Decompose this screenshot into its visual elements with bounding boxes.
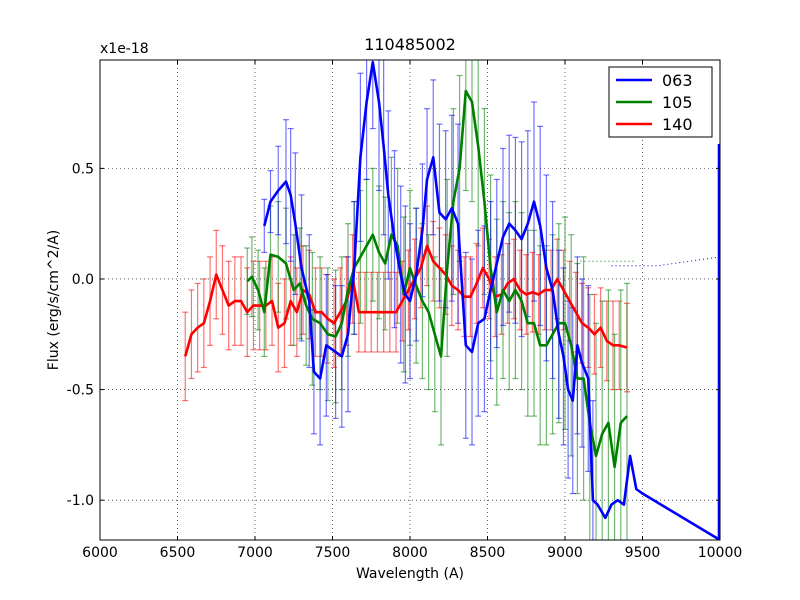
x-tick-label: 10000 [698,545,743,561]
y-tick-label: -0.5 [67,383,94,399]
x-tick-label: 6000 [82,545,118,561]
y-tick-label: 0.5 [72,161,94,177]
legend-label-063: 063 [662,71,693,90]
legend-label-105: 105 [662,93,693,112]
y-offset-label: x1e-18 [100,41,149,57]
data-layer [182,60,720,540]
x-tick-label: 8000 [392,545,428,561]
y-tick-label: 0.0 [72,272,94,288]
legend-label-140: 140 [662,115,693,134]
y-axis-label: Flux (erg/s/cm^2/A) [46,230,62,370]
ticks: 6000 6500 7000 7500 8000 8500 9000 9500 10000 0.5… [67,60,743,561]
x-tick-label: 7500 [315,545,351,561]
series-line-063 [263,60,720,540]
y-tick-label: -1.0 [67,493,94,509]
x-tick-label: 6500 [160,545,196,561]
x-axis-label: Wavelength (A) [356,566,464,582]
x-tick-label: 7000 [237,545,273,561]
x-tick-label: 9000 [547,545,583,561]
series-line-105 [246,89,628,469]
chart-title: 110485002 [364,35,456,54]
x-tick-label: 9500 [625,545,661,561]
x-tick-label: 8500 [470,545,506,561]
legend: 063 105 140 [608,66,713,138]
series-extension-063 [611,256,720,267]
